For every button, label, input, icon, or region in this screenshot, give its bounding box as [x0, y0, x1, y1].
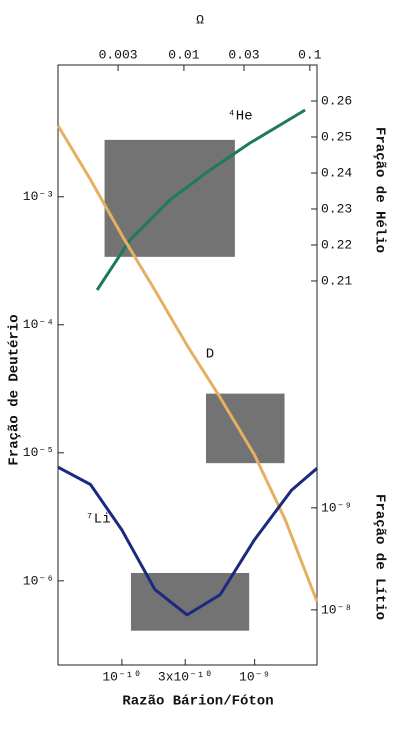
y-axis-title: Fração de Deutério [7, 314, 23, 465]
curve [57, 465, 318, 617]
x2-tick-label: 0.03 [228, 47, 259, 62]
y3-axis-title: Fração de Lítio [371, 494, 387, 620]
x2-tick-label: 0.01 [168, 47, 199, 62]
top-axis-title: Ω [196, 12, 204, 27]
x-tick-label: 10⁻¹⁰ [102, 669, 141, 684]
x-axis-title: Razão Bárion/Fóton [122, 694, 273, 710]
curve [95, 108, 306, 291]
y2-tick-label: 0.25 [321, 129, 352, 144]
y-tick-label: 10⁻⁶ [23, 573, 54, 588]
y2-tick-label: 0.24 [321, 165, 352, 180]
x-tick-label: 10⁻⁹ [239, 669, 270, 684]
y-tick-label: 10⁻⁴ [23, 317, 54, 332]
y2-axis-title: Fração de Hélio [371, 127, 387, 253]
y2-tick-label: 0.23 [321, 201, 352, 216]
plot-frame [57, 64, 318, 666]
y2-tick-label: 0.21 [321, 273, 352, 288]
y2-tick-label: 0.26 [321, 93, 352, 108]
x-tick-label: 3x10⁻¹⁰ [158, 669, 213, 684]
y-tick-label: 10⁻³ [23, 189, 54, 204]
y3-tick-label: 10⁻⁹ [321, 500, 352, 515]
y2-tick-label: 0.22 [321, 237, 352, 252]
x2-tick-label: 0.1 [298, 47, 322, 62]
x2-tick-label: 0.003 [99, 47, 138, 62]
curve [56, 124, 319, 603]
constraint-box [130, 572, 250, 631]
curve-label: ⁷Li [85, 512, 110, 528]
curve-label: ⁴He [227, 109, 252, 125]
y-tick-label: 10⁻⁵ [23, 445, 54, 460]
curve-label: D [206, 347, 214, 363]
y3-tick-label: 10⁻⁸ [321, 602, 352, 617]
constraint-box [205, 393, 285, 464]
